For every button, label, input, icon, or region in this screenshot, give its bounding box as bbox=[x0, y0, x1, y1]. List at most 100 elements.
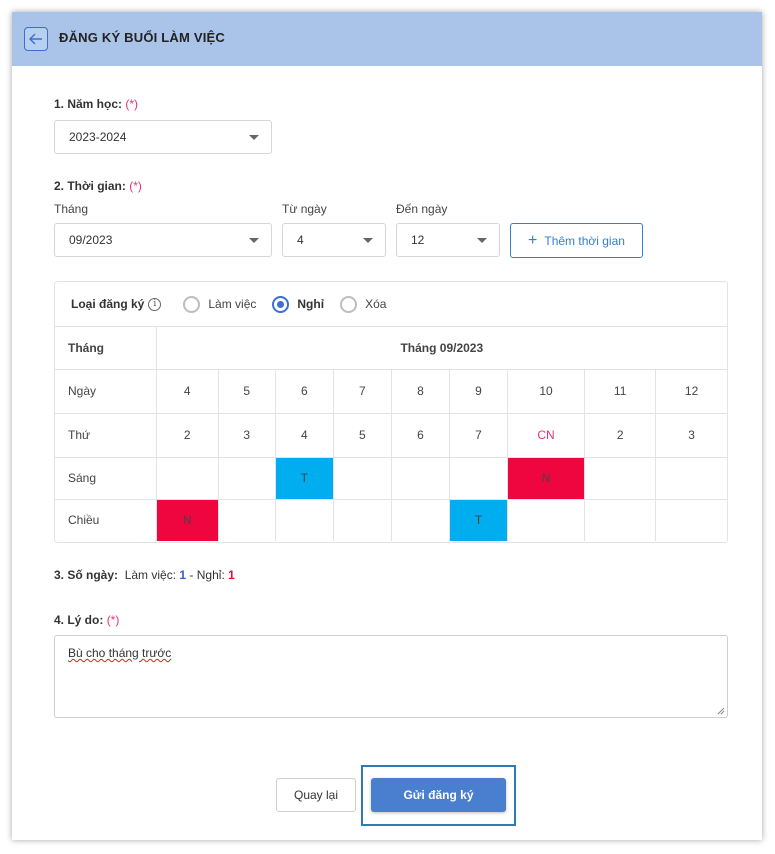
day-cell: 10 bbox=[507, 368, 586, 414]
weekday-cell: 2 bbox=[155, 412, 219, 458]
radio-delete-label: Xóa bbox=[365, 297, 387, 311]
afternoon-row: Chiều N T bbox=[55, 498, 727, 541]
radio-work[interactable]: Làm việc bbox=[183, 295, 257, 313]
required-mark: (*) bbox=[129, 179, 142, 193]
radio-off-label: Nghỉ bbox=[297, 297, 325, 311]
schedule-panel: Loại đăng ký i Làm việc Nghỉ Xóa Tháng T… bbox=[54, 281, 728, 543]
chevron-down-icon bbox=[363, 238, 373, 243]
work-count-label: Làm việc: bbox=[124, 568, 177, 582]
afternoon-slot[interactable] bbox=[217, 498, 276, 541]
page-title: ĐĂNG KÝ BUỔI LÀM VIỆC bbox=[59, 30, 225, 45]
reason-textarea[interactable]: Bù cho tháng trước bbox=[54, 635, 728, 718]
school-year-label: 1. Năm học: (*) bbox=[54, 97, 138, 111]
afternoon-slot[interactable] bbox=[655, 498, 727, 541]
count-separator: - bbox=[189, 568, 194, 582]
day-count-label: 3. Số ngày: bbox=[54, 568, 119, 582]
chevron-down-icon bbox=[249, 135, 259, 140]
day-cell: 4 bbox=[155, 368, 219, 414]
work-count-value: 1 bbox=[179, 568, 187, 582]
school-year-label-text: 1. Năm học: bbox=[54, 97, 123, 111]
radio-circle bbox=[272, 295, 290, 313]
add-time-button[interactable]: + Thêm thời gian bbox=[510, 223, 643, 258]
weekday-cell: 6 bbox=[390, 412, 450, 458]
time-label-text: 2. Thời gian: bbox=[54, 179, 126, 193]
afternoon-slot[interactable] bbox=[274, 498, 334, 541]
resize-grip-icon[interactable] bbox=[717, 707, 725, 715]
dialog-header bbox=[12, 12, 762, 66]
day-cell: 7 bbox=[332, 368, 392, 414]
registration-type-label: Loại đăng ký bbox=[71, 297, 145, 311]
morning-slot[interactable] bbox=[448, 456, 509, 500]
to-date-value: 12 bbox=[411, 233, 425, 247]
month-value: 09/2023 bbox=[69, 233, 113, 247]
day-cell: 8 bbox=[390, 368, 450, 414]
month-row: Tháng Tháng 09/2023 bbox=[55, 327, 727, 370]
from-date-value: 4 bbox=[297, 233, 304, 247]
submit-button[interactable]: Gửi đăng ký bbox=[371, 778, 506, 812]
chevron-down-icon bbox=[249, 238, 259, 243]
day-cell: 11 bbox=[584, 368, 657, 414]
morning-slot[interactable] bbox=[332, 456, 392, 500]
morning-slot[interactable] bbox=[155, 456, 219, 500]
arrow-left-icon bbox=[29, 33, 42, 45]
off-count-value: 1 bbox=[228, 568, 235, 582]
radio-delete[interactable]: Xóa bbox=[340, 295, 387, 313]
radio-off[interactable]: Nghỉ bbox=[272, 295, 325, 313]
day-cell: 9 bbox=[448, 368, 509, 414]
morning-slot[interactable] bbox=[217, 456, 276, 500]
to-date-select[interactable]: 12 bbox=[396, 223, 500, 257]
morning-slot[interactable] bbox=[584, 456, 657, 500]
morning-slot[interactable] bbox=[390, 456, 450, 500]
month-select[interactable]: 09/2023 bbox=[54, 223, 272, 257]
reason-label-text: 4. Lý do: bbox=[54, 613, 104, 627]
weekday-cell: 3 bbox=[655, 412, 727, 458]
afternoon-slot[interactable] bbox=[332, 498, 392, 541]
radio-circle bbox=[340, 295, 358, 313]
to-date-label: Đến ngày bbox=[396, 202, 448, 216]
month-label: Tháng bbox=[54, 202, 89, 216]
afternoon-slot[interactable] bbox=[584, 498, 657, 541]
schedule-table: Tháng Tháng 09/2023 Ngày 4 5 6 7 8 9 10 … bbox=[55, 327, 727, 541]
reason-label: 4. Lý do: (*) bbox=[54, 613, 119, 627]
afternoon-slot[interactable]: N bbox=[155, 498, 219, 541]
afternoon-slot[interactable] bbox=[507, 498, 586, 541]
off-count-label: Nghỉ: bbox=[196, 568, 225, 582]
back-button[interactable]: Quay lại bbox=[276, 778, 356, 812]
day-count: 3. Số ngày: Làm việc: 1 - Nghỉ: 1 bbox=[54, 568, 235, 582]
weekday-cell-sunday: CN bbox=[507, 412, 586, 458]
morning-slot[interactable] bbox=[655, 456, 727, 500]
weekday-cell: 3 bbox=[217, 412, 276, 458]
afternoon-slot[interactable]: T bbox=[448, 498, 509, 541]
day-cell: 6 bbox=[274, 368, 334, 414]
day-cell: 12 bbox=[655, 368, 727, 414]
back-arrow-button[interactable] bbox=[24, 27, 48, 51]
add-time-label: Thêm thời gian bbox=[544, 233, 625, 248]
info-icon[interactable]: i bbox=[148, 297, 162, 311]
reason-value: Bù cho tháng trước bbox=[68, 646, 172, 660]
school-year-select[interactable]: 2023-2024 bbox=[54, 120, 272, 154]
morning-row: Sáng T N bbox=[55, 456, 727, 500]
registration-type-row: Loại đăng ký i Làm việc Nghỉ Xóa bbox=[55, 282, 727, 327]
weekday-cell: 2 bbox=[584, 412, 657, 458]
weekday-row-label: Thứ bbox=[55, 412, 157, 458]
month-title: Tháng 09/2023 bbox=[155, 327, 727, 370]
weekday-cell: 4 bbox=[274, 412, 334, 458]
weekday-row: Thứ 2 3 4 5 6 7 CN 2 3 bbox=[55, 412, 727, 458]
day-cell: 5 bbox=[217, 368, 276, 414]
day-row: Ngày 4 5 6 7 8 9 10 11 12 bbox=[55, 368, 727, 414]
morning-slot[interactable]: T bbox=[274, 456, 334, 500]
plus-icon: + bbox=[528, 231, 538, 249]
from-date-select[interactable]: 4 bbox=[282, 223, 386, 257]
from-date-label: Từ ngày bbox=[282, 202, 327, 216]
morning-slot[interactable]: N bbox=[507, 456, 586, 500]
required-mark: (*) bbox=[106, 613, 120, 627]
radio-work-label: Làm việc bbox=[208, 297, 257, 311]
school-year-value: 2023-2024 bbox=[69, 130, 127, 144]
afternoon-row-label: Chiều bbox=[55, 498, 157, 541]
afternoon-slot[interactable] bbox=[390, 498, 450, 541]
radio-circle bbox=[183, 295, 201, 313]
time-label: 2. Thời gian: (*) bbox=[54, 179, 142, 193]
chevron-down-icon bbox=[477, 238, 487, 243]
month-row-label: Tháng bbox=[55, 327, 157, 370]
weekday-cell: 5 bbox=[332, 412, 392, 458]
